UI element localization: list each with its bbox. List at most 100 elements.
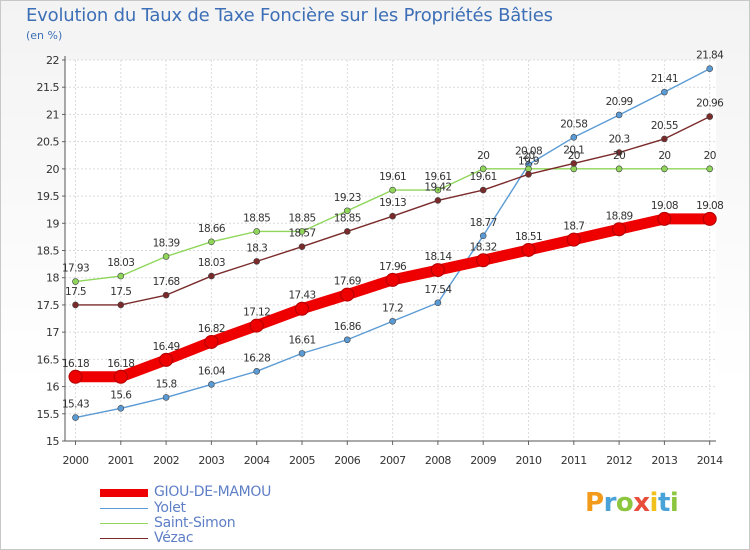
data-point xyxy=(343,336,351,344)
x-tick-label: 2008 xyxy=(425,454,451,467)
data-label: 15.6 xyxy=(110,389,132,401)
data-label: 18.89 xyxy=(606,210,633,222)
data-point xyxy=(706,65,714,73)
chart-title: Evolution du Taux de Taxe Foncière sur l… xyxy=(26,5,553,26)
y-tick-label: 16 xyxy=(46,381,59,394)
data-point xyxy=(479,186,487,194)
data-label: 15.8 xyxy=(156,378,177,390)
data-point xyxy=(208,381,215,388)
x-tick-label: 2002 xyxy=(153,454,179,467)
x-tick-label: 2009 xyxy=(470,454,496,467)
logo-letter: o xyxy=(615,488,634,518)
data-point xyxy=(385,272,400,287)
x-tick-label: 2000 xyxy=(63,454,89,467)
data-label: 18.03 xyxy=(198,257,225,269)
y-tick-label: 16.5 xyxy=(37,353,60,366)
data-point xyxy=(525,171,532,178)
data-point xyxy=(615,111,623,119)
data-point xyxy=(706,165,714,173)
data-point xyxy=(117,301,125,309)
data-label: 16.49 xyxy=(153,341,180,353)
data-point xyxy=(434,186,442,194)
data-point xyxy=(72,278,79,285)
data-point xyxy=(162,394,170,401)
data-point xyxy=(159,352,174,367)
data-label: 20.96 xyxy=(696,98,724,110)
data-point xyxy=(430,263,445,278)
x-tick-label: 2011 xyxy=(561,454,587,467)
data-label: 20.1 xyxy=(563,144,584,156)
logo-letter: t xyxy=(657,488,670,518)
data-label: 15.43 xyxy=(62,399,89,411)
logo-letter: P xyxy=(585,488,604,518)
data-point xyxy=(343,207,351,215)
data-label: 16.18 xyxy=(62,358,89,370)
data-point xyxy=(68,369,83,384)
data-label: 18.14 xyxy=(424,251,452,263)
data-point xyxy=(389,186,396,194)
data-point xyxy=(706,113,714,120)
data-label: 16.18 xyxy=(107,358,134,370)
x-tick-label: 2004 xyxy=(244,454,270,467)
y-tick-label: 20.5 xyxy=(37,136,60,149)
data-point xyxy=(249,318,264,333)
data-point xyxy=(72,414,79,421)
y-tick-label: 17.5 xyxy=(37,299,60,312)
data-label: 21.84 xyxy=(696,50,724,62)
data-label: 18.57 xyxy=(288,228,315,240)
x-tick-label: 2007 xyxy=(380,454,406,467)
data-label: 20.58 xyxy=(560,118,587,130)
data-point xyxy=(162,253,170,260)
data-point xyxy=(253,368,261,375)
x-tick-label: 2003 xyxy=(198,454,224,467)
data-label: 17.69 xyxy=(334,276,361,288)
data-label: 19.9 xyxy=(518,155,539,167)
data-label: 18.51 xyxy=(515,231,542,243)
data-point xyxy=(117,272,125,280)
data-point xyxy=(570,165,578,173)
data-point xyxy=(298,228,306,235)
x-tick-label: 2013 xyxy=(651,454,677,467)
legend-label: Vézac xyxy=(154,530,194,546)
data-label: 18.7 xyxy=(563,221,584,233)
data-label: 17.5 xyxy=(65,286,86,298)
data-label: 18.32 xyxy=(470,241,497,253)
logo-letter: x xyxy=(633,488,650,518)
data-label: 20 xyxy=(658,150,670,162)
data-label: 20 xyxy=(522,150,534,162)
data-point xyxy=(434,197,442,204)
y-tick-label: 17 xyxy=(46,326,59,339)
legend-label: Saint-Simon xyxy=(154,515,236,531)
data-label: 18.77 xyxy=(470,217,497,229)
y-tick-label: 20 xyxy=(46,163,59,176)
data-label: 19.61 xyxy=(424,171,451,183)
data-label: 20.08 xyxy=(515,146,542,158)
data-label: 17.12 xyxy=(243,307,270,319)
legend-label: Yolet xyxy=(154,500,186,516)
data-label: 17.2 xyxy=(382,302,403,314)
data-point xyxy=(204,334,219,349)
data-label: 20.55 xyxy=(651,120,678,132)
data-point xyxy=(476,253,491,268)
unit-label: (en %) xyxy=(26,29,63,42)
data-label: 16.61 xyxy=(288,334,315,346)
data-point xyxy=(253,228,261,235)
data-point xyxy=(208,238,215,246)
data-point xyxy=(570,133,578,141)
data-point xyxy=(615,149,623,156)
data-label: 19.61 xyxy=(470,171,497,183)
logo-letter: i xyxy=(669,488,679,518)
legend-swatch xyxy=(100,523,148,524)
x-tick-label: 2006 xyxy=(334,454,360,467)
proxiti-logo: Proxiti xyxy=(585,488,679,518)
data-label: 18.3 xyxy=(246,242,267,254)
data-label: 16.28 xyxy=(243,352,270,364)
data-point xyxy=(661,88,668,96)
y-tick-label: 22 xyxy=(46,54,59,67)
x-tick-label: 2005 xyxy=(289,454,315,467)
data-label: 16.04 xyxy=(198,365,226,377)
data-label: 17.54 xyxy=(424,284,452,296)
data-point xyxy=(661,135,668,143)
data-point xyxy=(340,287,355,302)
data-label: 17.96 xyxy=(379,261,407,273)
